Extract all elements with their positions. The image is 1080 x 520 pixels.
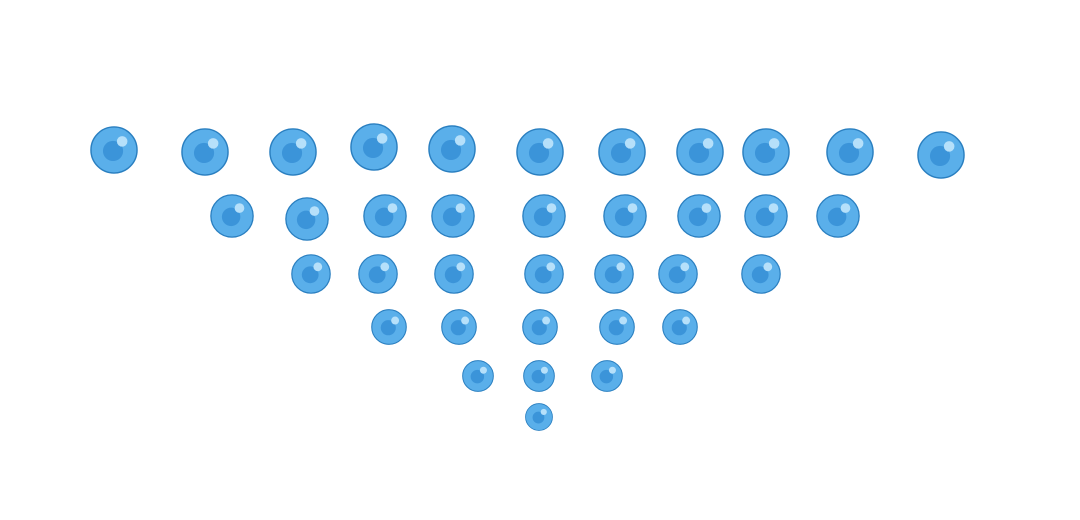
bubble-r2-8[interactable] <box>744 194 788 238</box>
bubble-r1-3[interactable] <box>269 128 317 176</box>
blue-bubble-icon <box>816 194 860 238</box>
blue-bubble-icon <box>677 194 721 238</box>
blue-bubble-icon <box>363 194 407 238</box>
blue-bubble-icon <box>742 128 790 176</box>
blue-bubble-icon <box>826 128 874 176</box>
bubble-r1-11[interactable] <box>917 131 965 179</box>
bubble-r2-1[interactable] <box>210 194 254 238</box>
bubble-r2-6[interactable] <box>603 194 647 238</box>
blue-bubble-icon <box>599 309 635 345</box>
blue-bubble-icon <box>603 194 647 238</box>
blue-bubble-icon <box>676 128 724 176</box>
bubble-r3-6[interactable] <box>658 254 698 294</box>
bubble-r2-9[interactable] <box>816 194 860 238</box>
blue-bubble-icon <box>434 254 474 294</box>
bubble-r6-1[interactable] <box>525 403 553 431</box>
blue-bubble-icon <box>525 403 553 431</box>
blue-bubble-icon <box>524 254 564 294</box>
bubble-r2-5[interactable] <box>522 194 566 238</box>
blue-bubble-icon <box>90 126 138 174</box>
bubble-r1-4[interactable] <box>350 123 398 171</box>
blue-bubble-icon <box>462 360 494 392</box>
blue-bubble-icon <box>744 194 788 238</box>
bubble-r3-4[interactable] <box>524 254 564 294</box>
bubble-r1-9[interactable] <box>742 128 790 176</box>
blue-bubble-icon <box>181 128 229 176</box>
blue-bubble-icon <box>350 123 398 171</box>
bubble-r3-2[interactable] <box>358 254 398 294</box>
bubble-r3-5[interactable] <box>594 254 634 294</box>
bubble-r4-3[interactable] <box>522 309 558 345</box>
blue-bubble-icon <box>662 309 698 345</box>
bubble-r2-4[interactable] <box>431 194 475 238</box>
blue-bubble-icon <box>741 254 781 294</box>
bubble-r3-7[interactable] <box>741 254 781 294</box>
blue-bubble-icon <box>523 360 555 392</box>
bubble-r2-2[interactable] <box>285 197 329 241</box>
bubble-r1-2[interactable] <box>181 128 229 176</box>
blue-bubble-icon <box>358 254 398 294</box>
bubble-r1-6[interactable] <box>516 128 564 176</box>
bubble-r5-3[interactable] <box>591 360 623 392</box>
blue-bubble-icon <box>522 309 558 345</box>
blue-bubble-icon <box>291 254 331 294</box>
bubble-r5-1[interactable] <box>462 360 494 392</box>
bubble-r4-4[interactable] <box>599 309 635 345</box>
blue-bubble-icon <box>917 131 965 179</box>
bubble-r1-1[interactable] <box>90 126 138 174</box>
bubble-r1-10[interactable] <box>826 128 874 176</box>
bubble-r4-2[interactable] <box>441 309 477 345</box>
blue-bubble-icon <box>598 128 646 176</box>
bubble-r3-1[interactable] <box>291 254 331 294</box>
blue-bubble-icon <box>441 309 477 345</box>
bubble-r1-8[interactable] <box>676 128 724 176</box>
bubble-r2-3[interactable] <box>363 194 407 238</box>
blue-bubble-icon <box>285 197 329 241</box>
blue-bubble-icon <box>522 194 566 238</box>
blue-bubble-icon <box>210 194 254 238</box>
blue-bubble-icon <box>658 254 698 294</box>
bubble-r1-5[interactable] <box>428 125 476 173</box>
bubble-r5-2[interactable] <box>523 360 555 392</box>
bubble-r1-7[interactable] <box>598 128 646 176</box>
blue-bubble-icon <box>594 254 634 294</box>
blue-bubble-icon <box>516 128 564 176</box>
bubble-r3-3[interactable] <box>434 254 474 294</box>
bubble-r4-1[interactable] <box>371 309 407 345</box>
bubble-r2-7[interactable] <box>677 194 721 238</box>
bubble-r4-5[interactable] <box>662 309 698 345</box>
blue-bubble-icon <box>431 194 475 238</box>
blue-bubble-icon <box>428 125 476 173</box>
blue-bubble-icon <box>371 309 407 345</box>
blue-bubble-icon <box>269 128 317 176</box>
blue-bubble-icon <box>591 360 623 392</box>
